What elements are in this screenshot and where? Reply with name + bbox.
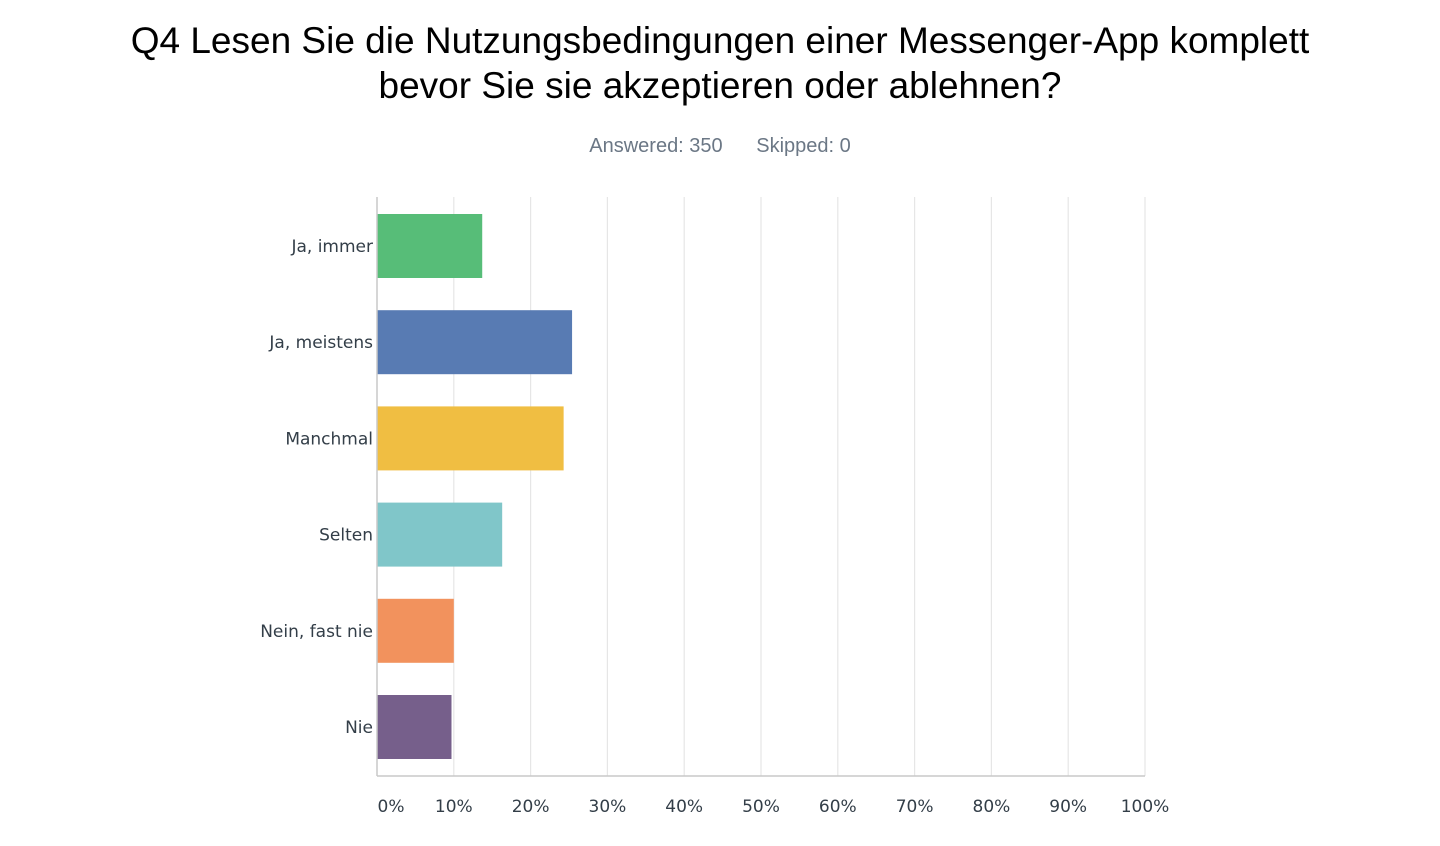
category-labels: Ja, immer Ja, meistens Manchmal Selten Nein,… [260, 237, 373, 738]
bar [377, 214, 483, 278]
x-tick-label: 70% [896, 797, 934, 817]
category-label: Nein, fast nie [260, 622, 373, 642]
bar [377, 310, 573, 375]
x-tick-label: 90% [1049, 797, 1087, 817]
x-tick-label: 50% [742, 797, 780, 817]
x-tick-label: 100% [1121, 797, 1170, 817]
response-stats: Answered: 350 Skipped: 0 [0, 135, 1440, 158]
x-tick-label: 40% [665, 797, 703, 817]
bar [377, 695, 452, 759]
bar [377, 598, 454, 663]
x-tick-label: 30% [589, 797, 627, 817]
chart-title: Q4 Lesen Sie die Nutzungsbedingungen ein… [0, 18, 1440, 108]
x-tick-label: 10% [435, 797, 473, 817]
x-tick-label: 20% [512, 797, 550, 817]
category-label: Ja, meistens [268, 333, 373, 353]
x-tick-labels: 0% 10% 20% 30% 40% 50% 60% 70% 80% 90% 100% [378, 797, 1170, 817]
category-label: Ja, immer [290, 237, 373, 257]
gridlines [453, 197, 1146, 776]
x-tick-label: 60% [819, 797, 857, 817]
chart-title-line-2: bevor Sie sie akzeptieren oder ablehnen? [378, 65, 1062, 106]
category-label: Selten [319, 526, 373, 546]
x-tick-label: 0% [378, 797, 405, 817]
bar [377, 502, 503, 567]
answered-count: Answered: 350 [589, 135, 723, 157]
skipped-count: Skipped: 0 [756, 135, 851, 157]
bar [377, 406, 564, 471]
chart-title-line-1: Q4 Lesen Sie die Nutzungsbedingungen ein… [130, 20, 1310, 61]
x-tick-label: 80% [973, 797, 1011, 817]
bars [377, 214, 573, 759]
category-label: Nie [345, 718, 373, 738]
category-label: Manchmal [285, 429, 373, 449]
